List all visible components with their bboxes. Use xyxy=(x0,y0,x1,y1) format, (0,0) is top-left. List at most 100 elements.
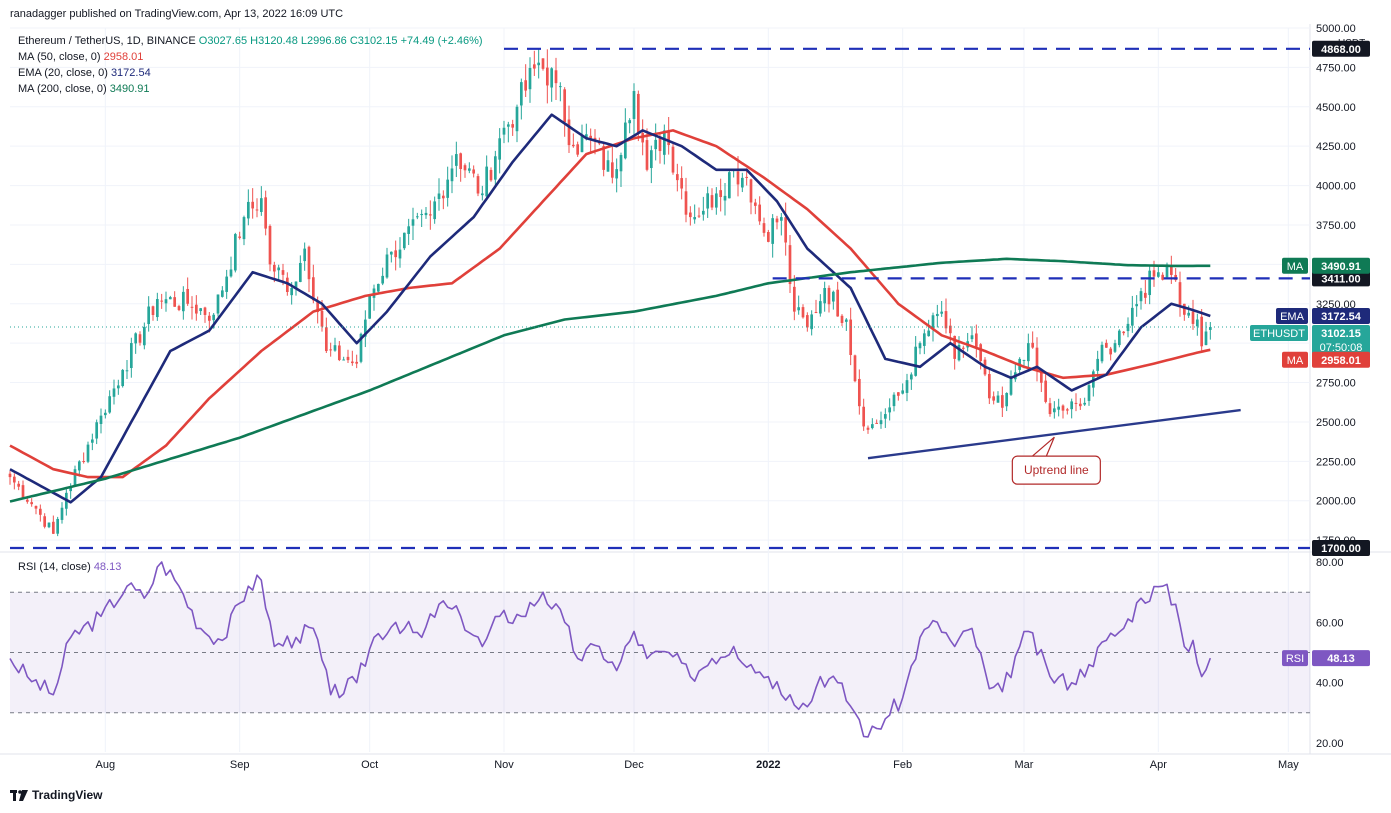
candle-body xyxy=(580,135,584,153)
candle xyxy=(203,306,207,323)
candle xyxy=(298,255,302,283)
candle-body xyxy=(73,469,77,486)
candle-body xyxy=(866,427,870,430)
candle-body xyxy=(931,315,935,330)
candle-body xyxy=(935,313,939,317)
candle-body xyxy=(753,202,757,206)
candle xyxy=(558,82,562,102)
candle xyxy=(693,204,697,224)
rsi-legend-value: 48.13 xyxy=(93,561,122,573)
tradingview-logo[interactable]: TradingView xyxy=(10,788,102,802)
candle-body xyxy=(103,412,107,416)
candle xyxy=(550,67,554,102)
candle-body xyxy=(160,300,164,302)
candle xyxy=(428,200,432,230)
candle xyxy=(164,291,168,312)
candle xyxy=(632,83,636,135)
price-tag-name: ETHUSDT xyxy=(1253,328,1305,340)
level-price-tag: 3411.00 xyxy=(1312,270,1370,287)
candle xyxy=(580,124,584,153)
candle xyxy=(337,341,341,362)
candle xyxy=(506,121,510,143)
candle-body xyxy=(476,176,480,194)
candle-body xyxy=(316,301,320,313)
candle-body xyxy=(493,156,497,180)
candle-body xyxy=(632,91,636,119)
candle xyxy=(788,235,792,293)
candle xyxy=(1191,299,1195,330)
candle-body xyxy=(1009,376,1013,395)
candle xyxy=(1143,280,1147,304)
candle xyxy=(493,150,497,188)
candle xyxy=(1057,398,1061,417)
candle-body xyxy=(658,136,662,152)
candle xyxy=(723,182,727,216)
candle-body xyxy=(1113,343,1117,352)
candle xyxy=(498,128,502,174)
candle-body xyxy=(892,394,896,407)
candle-body xyxy=(272,264,276,272)
candle-body xyxy=(1104,342,1108,348)
candle xyxy=(801,304,805,319)
level-tag-text: 1700.00 xyxy=(1321,543,1361,555)
candle-body xyxy=(888,407,892,413)
series-price-tag: MA 2958.01 xyxy=(1282,351,1370,368)
candle xyxy=(277,264,281,281)
candle xyxy=(576,141,580,157)
candle-body xyxy=(584,134,588,139)
candle xyxy=(784,202,788,256)
ema20-line xyxy=(9,113,1211,504)
legend-ma50-value: 2958.01 xyxy=(103,51,144,63)
candle-body xyxy=(259,198,263,212)
candle-body xyxy=(805,315,809,328)
price-tick-label: 2250.00 xyxy=(1316,456,1356,468)
candle xyxy=(762,217,766,237)
candle-body xyxy=(446,179,450,198)
candle-body xyxy=(883,414,887,419)
candle xyxy=(324,317,328,354)
candle xyxy=(190,296,194,320)
candle xyxy=(974,324,978,358)
candle xyxy=(814,299,818,314)
candle xyxy=(333,337,337,352)
candle-body xyxy=(1000,395,1004,408)
candle xyxy=(554,57,558,100)
candle-body xyxy=(142,326,146,346)
candle-body xyxy=(779,217,783,221)
candle-body xyxy=(121,369,125,387)
candle-body xyxy=(515,106,519,132)
candle xyxy=(1044,372,1048,404)
candle xyxy=(38,504,42,522)
rsi-tick-label: 80.00 xyxy=(1316,557,1344,569)
candle xyxy=(571,133,575,148)
price-tag-value-bg xyxy=(1312,257,1370,274)
candle-body xyxy=(333,345,337,351)
legend-ema20-value: 3172.54 xyxy=(110,67,151,79)
candle-body xyxy=(411,219,415,226)
candle xyxy=(1200,309,1204,352)
candle xyxy=(34,505,38,515)
candle-body xyxy=(220,290,224,297)
price-tag-value: 2958.01 xyxy=(1321,355,1361,367)
candle-body xyxy=(1152,270,1156,277)
candle-body xyxy=(1052,408,1056,413)
candle-body xyxy=(1057,406,1061,410)
candle-body xyxy=(420,213,424,216)
candle xyxy=(870,418,874,430)
candle-body xyxy=(281,270,285,275)
candle xyxy=(194,295,198,321)
candle-body xyxy=(567,119,571,146)
candle xyxy=(368,295,372,319)
candle xyxy=(827,285,831,313)
candle-body xyxy=(589,135,593,139)
candle xyxy=(485,155,489,200)
candle xyxy=(1208,322,1212,340)
candle-body xyxy=(827,287,831,305)
candle xyxy=(1005,392,1009,412)
candle xyxy=(112,379,116,405)
candle-body xyxy=(86,444,90,462)
candle xyxy=(909,372,913,390)
candle-body xyxy=(385,254,389,278)
candle xyxy=(307,245,311,293)
candle-body xyxy=(610,162,614,178)
